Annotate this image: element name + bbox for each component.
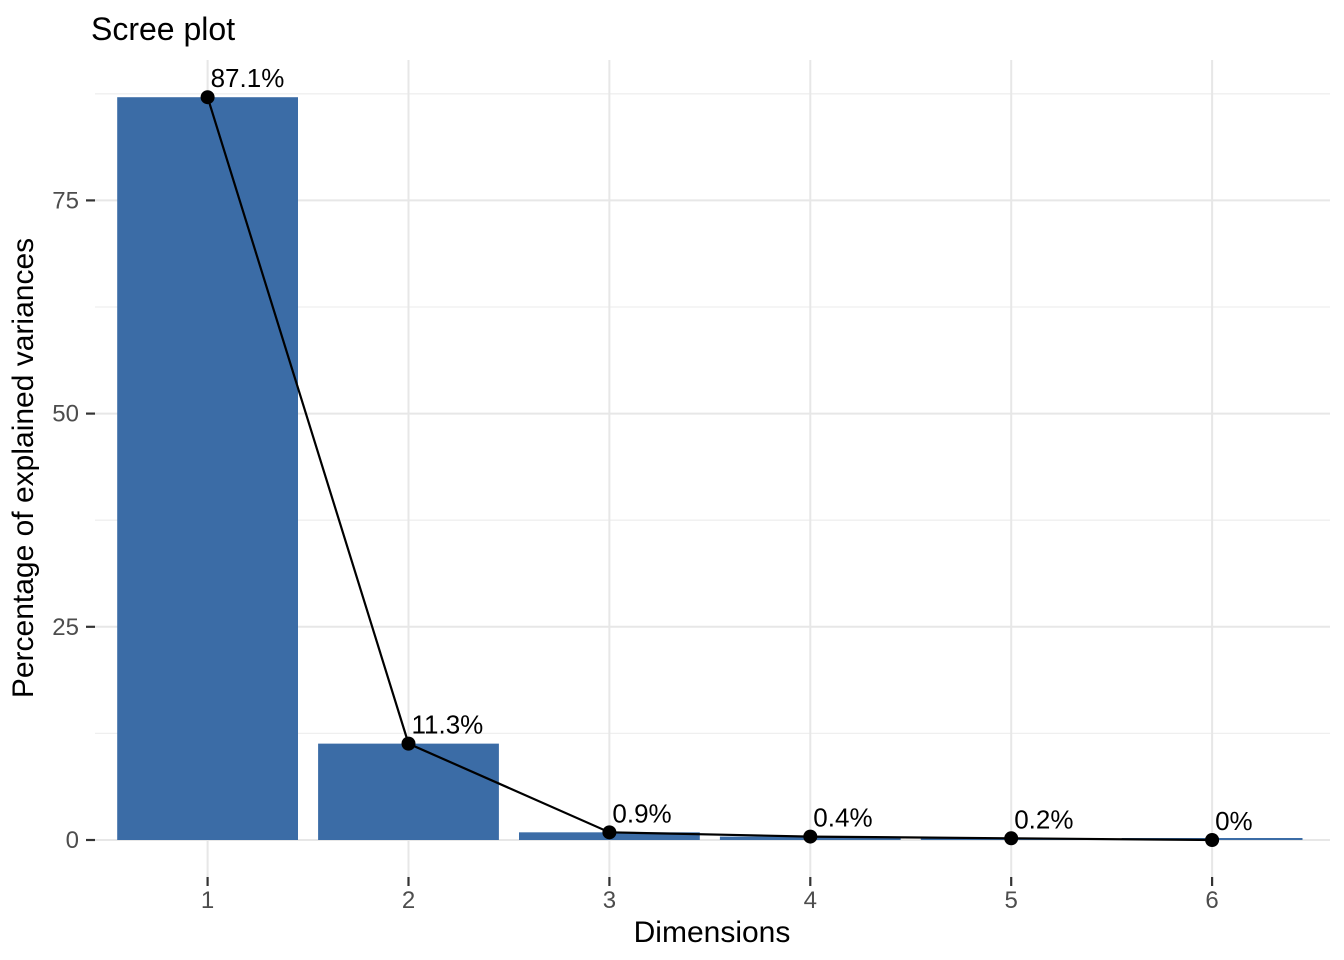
value-label: 87.1%: [211, 63, 285, 93]
x-tick-label: 1: [201, 887, 214, 914]
value-label: 0%: [1215, 806, 1253, 836]
y-tick-label: 50: [52, 401, 79, 428]
data-point-dim-5: [1004, 831, 1019, 846]
chart-title: Scree plot: [91, 11, 236, 47]
value-label: 11.3%: [412, 710, 484, 740]
value-label: 0.4%: [813, 803, 872, 833]
bar-dim-2: [318, 743, 499, 840]
data-point-dim-4: [803, 829, 818, 844]
x-axis-title: Dimensions: [633, 916, 791, 949]
x-tick-label: 3: [603, 887, 616, 914]
y-tick-label: 75: [52, 187, 79, 214]
data-point-dim-1: [200, 90, 215, 105]
variance-line: [206, 96, 1213, 842]
data-point-dim-6: [1205, 833, 1220, 847]
data-point-dim-2: [401, 736, 416, 751]
y-tick-label: 0: [66, 827, 79, 854]
bar-dim-1: [117, 97, 298, 841]
value-label: 0.2%: [1014, 804, 1073, 834]
y-tick-label: 25: [52, 614, 79, 641]
x-tick-label: 6: [1205, 887, 1218, 914]
y-axis-title: Percentage of explained variances: [7, 237, 40, 699]
x-tick-label: 4: [804, 887, 817, 914]
data-point-dim-3: [602, 825, 617, 840]
x-tick-label: 5: [1005, 887, 1018, 914]
value-label: 0.9%: [612, 798, 671, 828]
x-tick-label: 2: [402, 887, 415, 914]
